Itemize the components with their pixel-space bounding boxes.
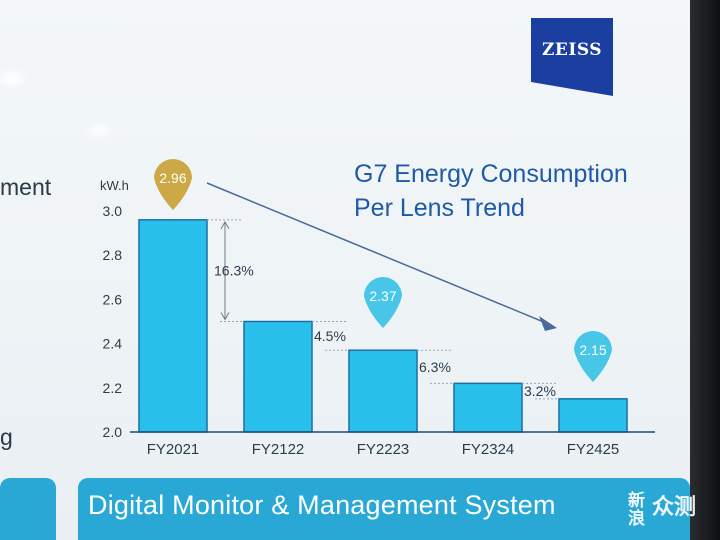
reduction-label: 6.3% xyxy=(419,359,451,375)
y-tick-label: 2.6 xyxy=(103,291,123,307)
cropped-left-text-top: ment xyxy=(0,174,52,200)
watermark-char: 浪 xyxy=(628,509,645,528)
y-axis-unit: kW.h xyxy=(100,178,129,193)
value-callout-label: 2.37 xyxy=(369,288,396,304)
footer-bar xyxy=(78,478,690,540)
x-tick-label: FY2425 xyxy=(567,441,620,458)
y-tick-label: 2.8 xyxy=(103,247,123,263)
zeiss-logo: ZEISS xyxy=(531,18,613,96)
x-tick-label: FY2223 xyxy=(357,441,410,458)
x-tick-label: FY2122 xyxy=(252,441,305,458)
monitor-bezel xyxy=(690,0,720,540)
light-glare xyxy=(88,124,110,136)
y-tick-label: 2.2 xyxy=(103,380,123,396)
bar-fy2425 xyxy=(558,398,628,433)
value-callout-label: 2.96 xyxy=(159,170,186,186)
chart-title-line2: Per Lens Trend xyxy=(354,194,525,222)
cropped-left-text-bottom: g xyxy=(0,424,13,450)
y-tick-label: 2.4 xyxy=(103,336,123,352)
trend-arrow-line xyxy=(206,182,552,326)
value-callout-drop xyxy=(154,159,192,210)
watermark-char: 新 xyxy=(628,491,645,510)
bar-fy2223 xyxy=(348,349,418,433)
bar-fy2021 xyxy=(138,219,208,433)
value-callout-drop xyxy=(364,277,402,328)
reduction-label: 16.3% xyxy=(214,263,254,279)
reduction-label: 4.5% xyxy=(314,328,346,344)
logo-text: ZEISS xyxy=(542,40,602,60)
y-tick-label: 3.0 xyxy=(103,203,123,219)
watermark-text: 众测 xyxy=(652,494,697,519)
footer-title: Digital Monitor & Management System xyxy=(88,490,556,520)
bar-fy2324 xyxy=(453,382,523,433)
light-glare xyxy=(0,72,24,86)
x-tick-label: FY2324 xyxy=(462,441,515,458)
y-tick-label: 2.0 xyxy=(103,424,123,440)
sina-watermark: 新 浪 xyxy=(628,492,645,528)
value-callout-drop xyxy=(574,330,612,382)
left-tab-bar xyxy=(0,478,56,540)
value-callout-label: 2.15 xyxy=(579,342,606,358)
trend-arrow-head xyxy=(539,316,557,331)
span-arrow-head xyxy=(220,220,230,230)
span-arrow-head xyxy=(220,312,230,321)
presentation-screen xyxy=(0,0,690,540)
reduction-label: 3.2% xyxy=(524,383,556,399)
chart-title-line1: G7 Energy Consumption xyxy=(354,160,628,188)
x-tick-label: FY2021 xyxy=(147,441,200,458)
bar-fy2122 xyxy=(243,320,313,433)
